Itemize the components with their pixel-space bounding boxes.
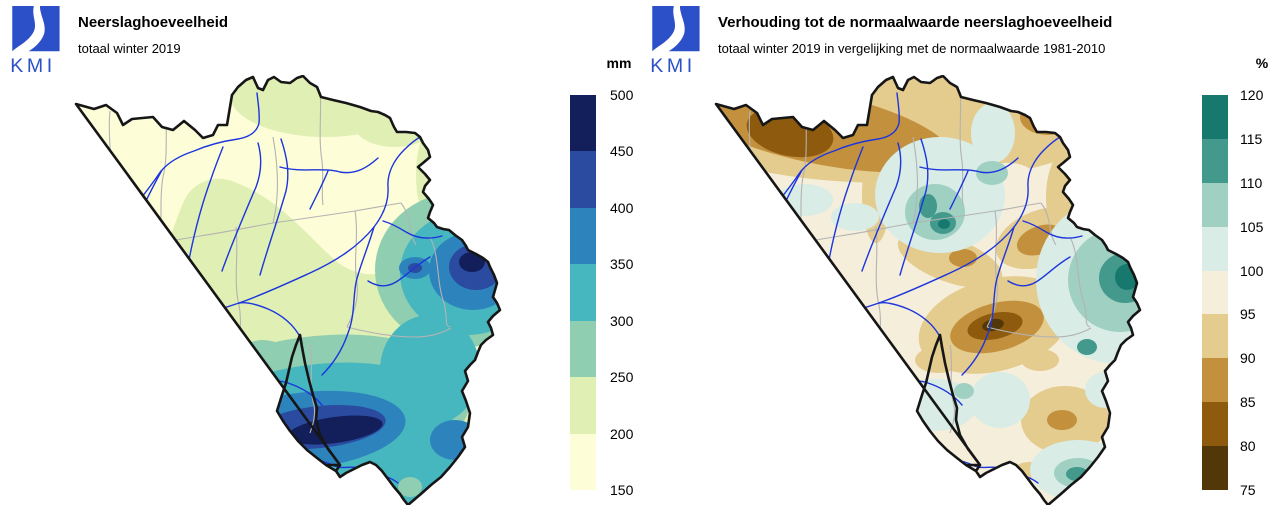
legend-tick-label: 75 xyxy=(1240,482,1256,498)
legend-tick-label: 100 xyxy=(1240,262,1264,279)
legend-unit-label: mm xyxy=(606,55,632,71)
ratio-title: Verhouding tot de normaalwaarde neerslag… xyxy=(718,14,1113,31)
legend-band-swatch xyxy=(570,264,596,321)
legend-tick-label: 105 xyxy=(1240,218,1264,235)
legend-band-swatch xyxy=(570,320,596,378)
kmi-logo: KMI xyxy=(10,6,60,77)
legend-tick-label: 450 xyxy=(610,143,634,160)
contour-spot-250-300-south xyxy=(398,477,422,497)
legend-band-swatch xyxy=(570,433,596,490)
contour-band-450-500 xyxy=(287,252,485,445)
legend-tick-label: 115 xyxy=(1240,130,1263,147)
ratio-contour-fills xyxy=(716,76,1140,505)
precipitation-map-belgium xyxy=(74,75,502,505)
precipitation-subtitle: totaal winter 2019 xyxy=(78,41,181,56)
kmi-logo-right-shape xyxy=(28,6,60,52)
legend-tick-label: 150 xyxy=(610,482,634,498)
legend-unit-label: % xyxy=(1255,55,1269,71)
legend-tick-label: 95 xyxy=(1240,306,1256,323)
legend-tick-label: 200 xyxy=(610,425,634,442)
legend-tick-label: 250 xyxy=(610,369,634,386)
contour-band-75-80 xyxy=(982,318,1004,332)
kmi-logo: KMI xyxy=(650,6,700,77)
legend-band-swatch xyxy=(1202,446,1228,490)
legend-band-swatch xyxy=(570,377,596,434)
legend-band-swatch xyxy=(1202,402,1228,446)
legend-tick-label: 300 xyxy=(610,312,634,329)
legend-tick-label: 350 xyxy=(610,256,634,273)
kmi-logo-text: KMI xyxy=(10,55,56,77)
legend-tick-label: 110 xyxy=(1240,174,1263,191)
legend-band-swatch xyxy=(570,151,596,208)
legend-tick-label: 400 xyxy=(610,199,634,216)
legend-band-swatch xyxy=(570,207,596,265)
legend-tick-label: 85 xyxy=(1240,394,1256,411)
legend-tick-label: 90 xyxy=(1240,350,1256,367)
precipitation-contour-fills xyxy=(76,76,500,505)
ratio-subtitle: totaal winter 2019 in vergelijking met d… xyxy=(718,41,1106,56)
contour-band-115-120 xyxy=(938,219,1139,290)
legend-band-swatch xyxy=(1202,138,1228,183)
legend-tick-label: 120 xyxy=(1240,87,1264,103)
kmi-logo-text: KMI xyxy=(650,55,696,77)
ratio-map-belgium xyxy=(714,75,1142,505)
kmi-logo-left-shape xyxy=(12,6,36,52)
kmi-logo-left-shape xyxy=(652,6,676,52)
legend-band-swatch xyxy=(1202,182,1228,227)
legend-tick-label: 500 xyxy=(610,87,634,103)
legend-band-swatch xyxy=(570,95,596,152)
legend-band-swatch xyxy=(1202,226,1228,271)
precipitation-title: Neerslaghoeveelheid xyxy=(78,14,229,31)
kmi-logo-right-shape xyxy=(668,6,700,52)
ratio-legend xyxy=(1202,95,1228,490)
legend-band-swatch xyxy=(1202,270,1228,315)
legend-band-swatch xyxy=(1202,314,1228,359)
precipitation-legend xyxy=(570,95,596,490)
legend-tick-label: 80 xyxy=(1240,438,1256,455)
legend-band-swatch xyxy=(1202,95,1228,139)
legend-band-swatch xyxy=(1202,358,1228,403)
